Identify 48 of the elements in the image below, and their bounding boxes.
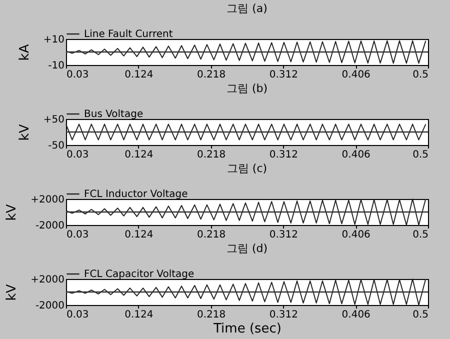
y-tick-label: +2000 — [30, 194, 64, 206]
x-tick-label: 0.03 — [66, 150, 89, 160]
x-tick-label: 0.5 — [412, 230, 428, 240]
y-tick-label: +10 — [43, 34, 64, 46]
x-tick-label: 0.406 — [342, 230, 370, 240]
x-tick-label: 0.124 — [124, 150, 154, 160]
y-tick-label: +50 — [43, 114, 64, 126]
y-axis-title: kV — [4, 204, 20, 221]
y-tick-label: -2000 — [35, 220, 64, 232]
x-tick-label: 0.218 — [196, 230, 226, 240]
x-tick-label: 0.5 — [412, 70, 428, 80]
series-label: FCL Inductor Voltage — [84, 189, 188, 200]
x-tick-label: 0.406 — [342, 150, 370, 160]
series-label: Line Fault Current — [84, 29, 173, 40]
line-series — [66, 278, 426, 306]
x-tick-label: 0.218 — [196, 310, 226, 320]
x-tick-label: 0.5 — [412, 310, 428, 320]
y-axis-title: kA — [17, 44, 32, 61]
y-tick-label: -2000 — [35, 300, 64, 312]
x-tick-label: 0.124 — [124, 70, 154, 80]
x-tick-label: 0.124 — [124, 310, 154, 320]
line-series — [66, 198, 426, 226]
y-tick-label: -10 — [48, 60, 64, 72]
x-axis-title: Time (sec) — [212, 322, 282, 336]
y-axis-title: kV — [17, 124, 32, 141]
x-tick-label: 0.5 — [412, 150, 428, 160]
chart-title: 그림 (d) — [226, 242, 268, 255]
x-tick-label: 0.406 — [342, 70, 370, 80]
x-tick-label: 0.03 — [66, 310, 89, 320]
chart-title: 그림 (a) — [226, 2, 268, 15]
series-label: Bus Voltage — [84, 109, 144, 120]
x-tick-label: 0.312 — [269, 150, 298, 160]
x-tick-label: 0.03 — [66, 70, 89, 80]
x-tick-label: 0.312 — [269, 310, 298, 320]
series-label: FCL Capacitor Voltage — [84, 269, 194, 280]
y-axis-title: kV — [4, 284, 20, 301]
y-tick-label: +2000 — [30, 274, 64, 286]
line-series — [66, 40, 426, 64]
x-tick-label: 0.312 — [269, 70, 298, 80]
x-tick-label: 0.406 — [342, 310, 370, 320]
x-tick-label: 0.312 — [269, 230, 298, 240]
x-tick-label: 0.03 — [66, 230, 89, 240]
chart-title: 그림 (c) — [226, 162, 268, 175]
x-tick-label: 0.218 — [196, 150, 226, 160]
x-tick-label: 0.124 — [124, 230, 154, 240]
chart-title: 그림 (b) — [226, 82, 268, 95]
x-tick-label: 0.218 — [196, 70, 226, 80]
y-tick-label: -50 — [48, 140, 64, 152]
